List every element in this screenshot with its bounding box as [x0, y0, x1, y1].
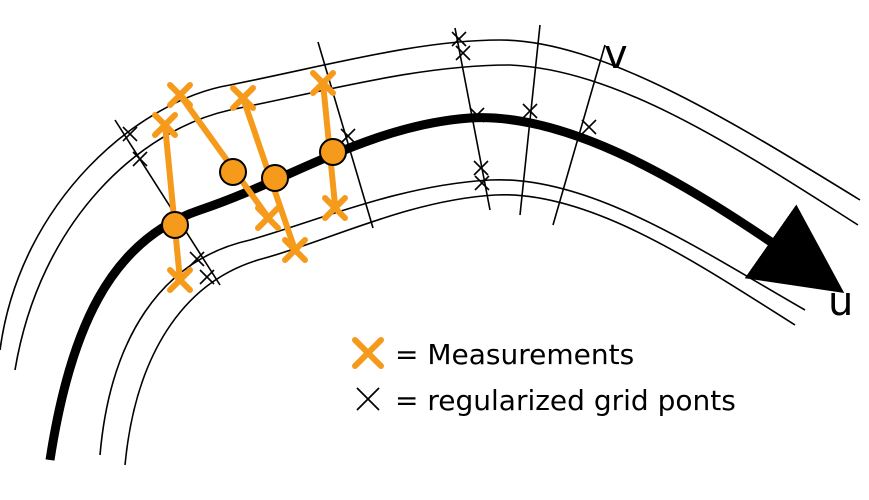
sample-point	[319, 138, 347, 166]
v-axis-label: v	[604, 32, 628, 78]
grid-curve-outer-bottom	[124, 194, 796, 466]
legend-measurement-icon	[352, 337, 384, 369]
measurement-marker	[230, 85, 256, 111]
grid-point-marker	[522, 103, 538, 119]
grid-point-marker	[122, 126, 138, 142]
grid-point-marker	[340, 128, 356, 144]
grid-point-marker	[132, 151, 148, 167]
grid-point-marker	[455, 45, 471, 61]
measurement-marker	[152, 112, 178, 138]
sample-point	[261, 164, 289, 192]
sample-points	[161, 138, 347, 239]
grid-point-marker	[189, 251, 205, 267]
grid-cross-lines	[114, 24, 606, 286]
sample-point	[219, 158, 247, 186]
grid-cross-line	[114, 119, 221, 286]
legend: = Measurements = regularized grid ponts	[352, 337, 736, 417]
measurement-line	[162, 122, 183, 283]
grid-point-marker	[199, 269, 215, 285]
measurement-marker	[167, 267, 193, 293]
grid-point-marker	[451, 31, 467, 47]
grid-point-marker	[474, 175, 490, 191]
grid-point-marker	[469, 107, 485, 123]
legend-measurements-label: = Measurements	[395, 338, 634, 371]
grid-curve-outer-top	[0, 39, 861, 351]
legend-grid-point-icon	[356, 387, 380, 411]
grid-curve-inner-bottom	[99, 179, 806, 456]
grid-cross-line	[317, 41, 374, 229]
sample-point	[161, 211, 189, 239]
measurement-lines	[162, 80, 338, 283]
grid-curve-inner-top	[14, 64, 859, 371]
measurement-marker	[255, 205, 281, 231]
measurement-marker	[282, 237, 308, 263]
measurement-marker	[322, 195, 348, 221]
grid-point-marker	[581, 119, 597, 135]
grid-curves	[0, 39, 861, 466]
grid-point-marker	[473, 160, 489, 176]
measurement-marker	[167, 82, 193, 108]
grid-points	[122, 31, 597, 285]
measurement-line	[177, 92, 273, 223]
measurement-markers	[152, 70, 348, 293]
legend-grid-points-label: = regularized grid ponts	[395, 384, 736, 417]
u-axis-label: u	[828, 279, 853, 325]
measurement-marker	[310, 70, 336, 96]
